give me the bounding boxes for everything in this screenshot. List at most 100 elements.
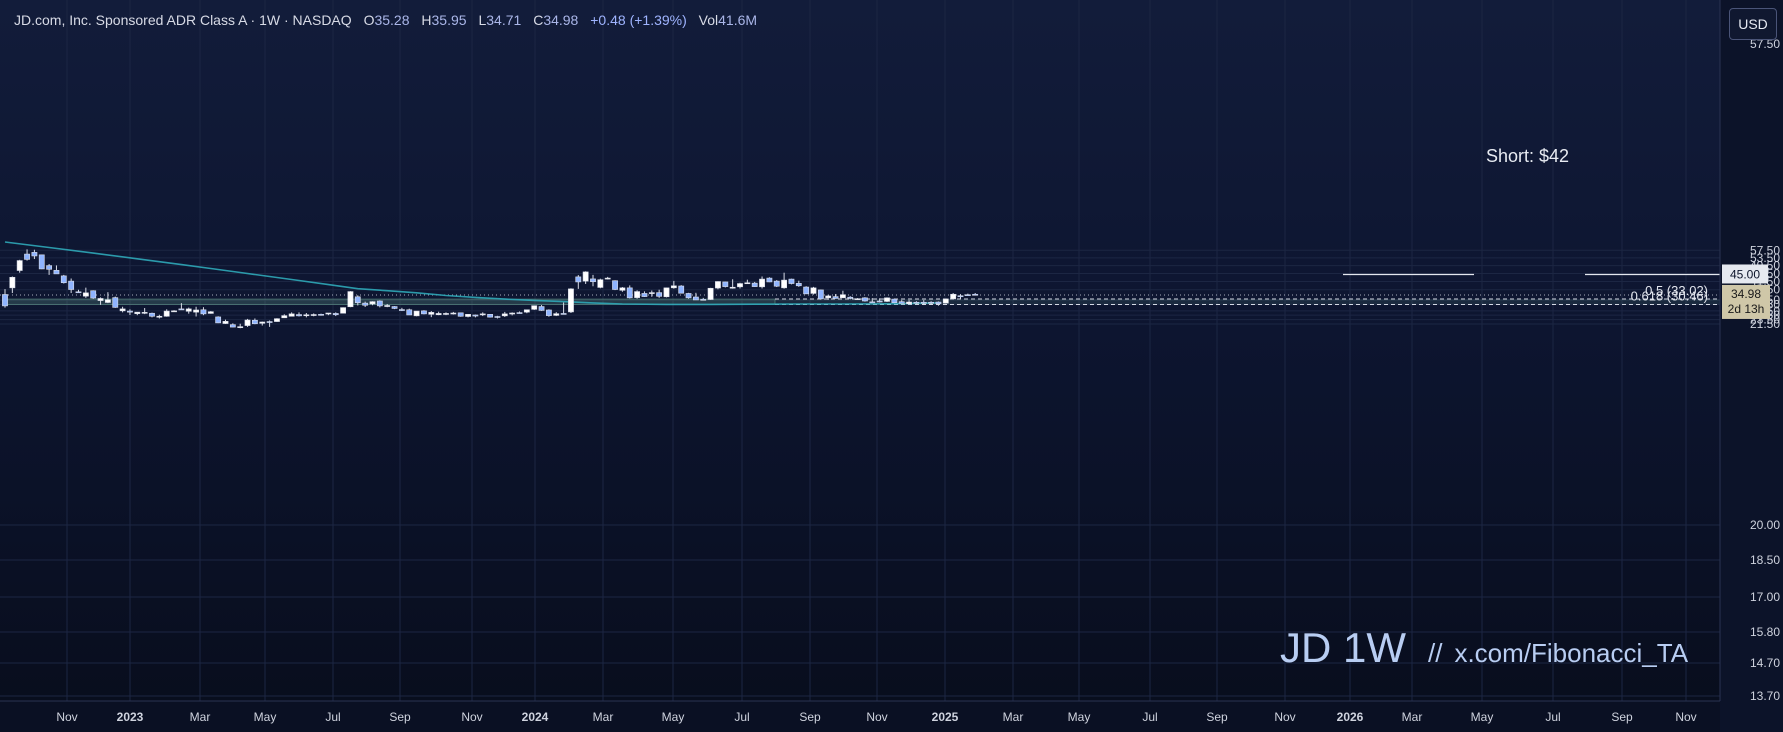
price-tick-label: 18.50	[1750, 553, 1780, 567]
candle-body	[60, 275, 67, 284]
watermark: JD 1W // x.com/Fibonacci_TA	[1280, 624, 1688, 672]
price-chart[interactable]: 0.5 (33.02)0.618 (30.46)	[0, 0, 1720, 701]
low-value: 34.71	[486, 12, 522, 28]
candle	[641, 291, 648, 297]
candle-body	[906, 301, 912, 305]
candle	[141, 308, 148, 315]
last-price-box	[1722, 284, 1770, 319]
candle	[2, 289, 8, 308]
candle-body	[222, 321, 229, 324]
price-tick-label: 53.50	[1750, 251, 1780, 265]
candle	[884, 297, 890, 303]
candle	[90, 290, 97, 299]
candle-body	[759, 278, 765, 288]
candle	[178, 303, 185, 311]
candle-body	[443, 313, 449, 315]
candle-body	[722, 281, 729, 287]
candle	[575, 275, 582, 289]
candle	[82, 287, 89, 298]
candle	[597, 278, 604, 289]
candle-body	[928, 301, 934, 304]
candle	[516, 311, 523, 314]
candle-body	[898, 301, 905, 304]
candle	[964, 293, 971, 296]
candle-body	[964, 294, 971, 296]
candle-body	[200, 309, 207, 315]
candle	[222, 319, 229, 324]
candle-body	[340, 307, 346, 314]
candle-body	[435, 313, 442, 316]
candle-body	[781, 279, 787, 289]
time-tick-label: Jul	[1142, 710, 1157, 724]
candle-body	[229, 324, 236, 328]
candle	[325, 312, 332, 316]
price-tick-label: 21.50	[1750, 317, 1780, 331]
price-tick-label: 20.00	[1750, 518, 1780, 532]
price-tick-label: 14.70	[1750, 656, 1780, 670]
candle-body	[545, 309, 552, 316]
volume-value: 41.6M	[718, 12, 758, 28]
time-tick-label: Nov	[56, 710, 77, 724]
time-tick-label: 2023	[117, 710, 144, 724]
price-tick-label: 37.50	[1750, 283, 1780, 297]
candle	[670, 280, 677, 289]
candle-body	[457, 312, 464, 317]
candle-body	[612, 280, 618, 290]
symbol-header: JD.com, Inc. Sponsored ADR Class A · 1W …	[14, 12, 757, 28]
candle	[663, 287, 670, 298]
candle-body	[839, 294, 846, 299]
price-tick-label: 15.80	[1750, 625, 1780, 639]
candle	[171, 310, 177, 313]
candle-body	[656, 292, 663, 297]
candle	[24, 249, 30, 261]
candle	[68, 278, 75, 294]
candle	[340, 307, 346, 314]
candle-body	[626, 287, 633, 299]
candle-body	[347, 291, 354, 308]
candle	[46, 264, 52, 275]
candle	[803, 286, 810, 295]
candle-body	[318, 314, 324, 316]
candle	[384, 303, 391, 308]
time-tick-label: Nov	[1675, 710, 1696, 724]
currency-button[interactable]: USD	[1729, 8, 1777, 40]
candle	[759, 276, 765, 289]
candle	[869, 298, 876, 304]
candle	[288, 312, 295, 317]
candle	[766, 277, 773, 283]
time-tick-label: Jul	[325, 710, 340, 724]
candle-body	[700, 299, 707, 301]
candle-body	[266, 321, 273, 323]
candle-body	[237, 326, 244, 328]
candle-body	[75, 291, 82, 294]
candle	[472, 314, 479, 318]
candle-body	[376, 300, 383, 307]
candle	[707, 287, 714, 300]
price-tick-label: 49.50	[1750, 259, 1780, 273]
candle-body	[406, 309, 413, 316]
candle-body	[288, 313, 295, 317]
candle	[619, 287, 626, 292]
candle	[406, 308, 413, 316]
candle-body	[68, 280, 75, 290]
candle-body	[832, 296, 839, 299]
candle-body	[707, 287, 714, 300]
candle-body	[663, 287, 670, 298]
low-label: L	[478, 12, 487, 28]
time-tick-label: 2024	[522, 710, 549, 724]
close-value: 34.98	[543, 12, 579, 28]
time-tick-label: Sep	[389, 710, 411, 724]
candle	[685, 292, 692, 299]
candle-body	[729, 286, 736, 289]
candle	[876, 298, 883, 303]
candle-body	[171, 310, 177, 313]
candle-body	[46, 265, 52, 270]
candle	[692, 292, 699, 301]
candle	[810, 286, 817, 295]
time-tick-label: Nov	[1274, 710, 1295, 724]
candle	[972, 293, 979, 296]
candle	[678, 285, 685, 294]
candle	[715, 281, 721, 290]
candle-body	[487, 314, 493, 318]
candle-body	[862, 297, 868, 302]
